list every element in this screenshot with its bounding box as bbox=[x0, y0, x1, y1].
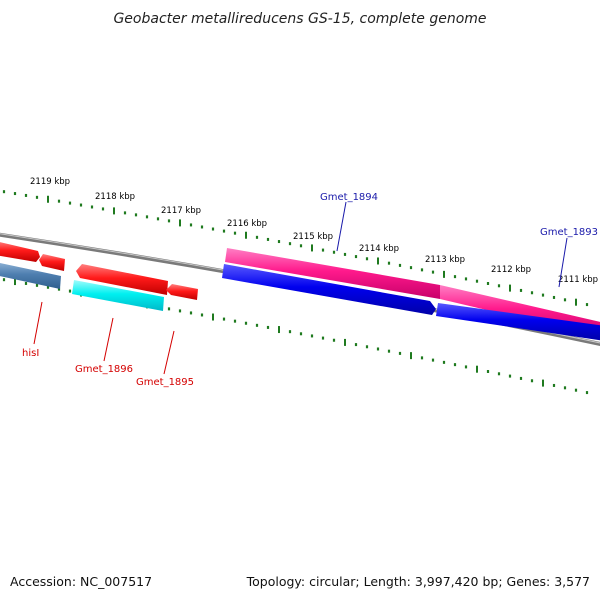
scale-label-2118: 2118 kbp bbox=[95, 192, 135, 202]
red-feature-left-2[interactable] bbox=[39, 254, 65, 271]
cyan-feature[interactable] bbox=[72, 280, 164, 311]
gene-label-hisi[interactable]: hisI bbox=[22, 348, 39, 359]
blue-feature-2[interactable] bbox=[436, 303, 600, 341]
scale-label-2116: 2116 kbp bbox=[227, 219, 267, 229]
scale-label-2114: 2114 kbp bbox=[359, 244, 399, 254]
scale-label-2117: 2117 kbp bbox=[161, 206, 201, 216]
gene-label-gmet-1894[interactable]: Gmet_1894 bbox=[320, 192, 378, 203]
scale-label-2119: 2119 kbp bbox=[30, 177, 70, 187]
reverse-strand-features bbox=[0, 262, 600, 341]
outer-scale-ticks bbox=[2, 190, 589, 307]
gene-label-gmet-1895[interactable]: Gmet_1895 bbox=[136, 377, 194, 388]
gene-labels: hisI Gmet_1896 Gmet_1895 Gmet_1894 Gmet_… bbox=[22, 192, 598, 388]
red-feature-gmet-1896[interactable] bbox=[76, 264, 168, 295]
scale-label-2113: 2113 kbp bbox=[425, 255, 465, 265]
steel-feature-hisi[interactable] bbox=[0, 262, 61, 289]
blue-feature-1[interactable] bbox=[222, 264, 436, 315]
red-feature-left-1[interactable] bbox=[0, 241, 40, 262]
gene-label-gmet-1896[interactable]: Gmet_1896 bbox=[75, 364, 133, 375]
red-feature-gmet-1895[interactable] bbox=[166, 284, 198, 300]
pink-feature-gmet-1894[interactable] bbox=[225, 248, 440, 299]
scale-labels: 2119 kbp 2118 kbp 2117 kbp 2116 kbp 2115… bbox=[30, 177, 598, 285]
accession-label: Accession: NC_007517 bbox=[10, 574, 152, 589]
gene-label-gmet-1893[interactable]: Gmet_1893 bbox=[540, 227, 598, 238]
map-title: Geobacter metallireducens GS-15, complet… bbox=[113, 11, 486, 27]
scale-label-2115: 2115 kbp bbox=[293, 232, 333, 242]
genome-summary: Topology: circular; Length: 3,997,420 bp… bbox=[246, 574, 590, 589]
inner-scale-ticks bbox=[2, 278, 589, 395]
scale-label-2112: 2112 kbp bbox=[491, 265, 531, 275]
scale-label-2111: 2111 kbp bbox=[558, 275, 598, 285]
